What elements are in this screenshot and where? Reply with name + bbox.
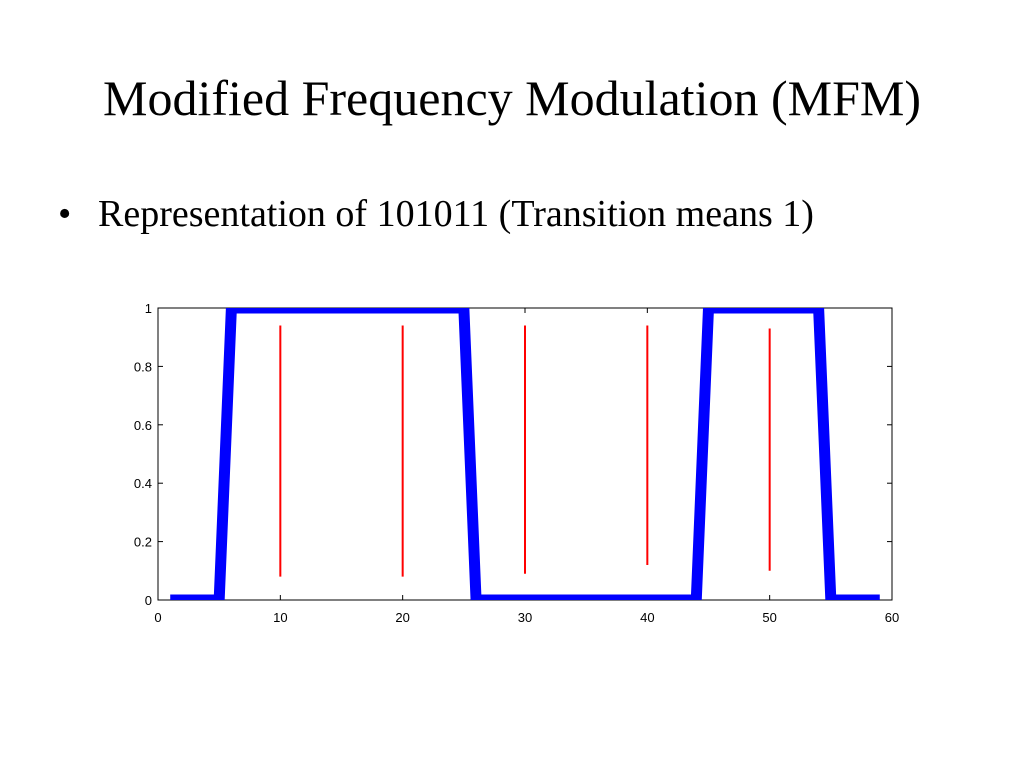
x-tick-label: 20 xyxy=(395,610,409,625)
bullet-dot-icon: • xyxy=(58,193,72,235)
x-tick-label: 40 xyxy=(640,610,654,625)
y-tick-label: 0.2 xyxy=(134,535,152,550)
x-tick-label: 50 xyxy=(762,610,776,625)
bullet-item: • Representation of 101011 (Transition me… xyxy=(58,190,814,238)
x-tick-label: 30 xyxy=(518,610,532,625)
y-tick-label: 0 xyxy=(145,593,152,608)
transition-markers xyxy=(279,325,771,577)
bullet-text: Representation of 101011 (Transition mea… xyxy=(98,193,814,235)
tick-labels: 0 10 20 30 40 50 60 0 0.2 0.4 0.6 0.8 1 xyxy=(134,301,899,625)
y-tick-label: 0.8 xyxy=(134,359,152,374)
signal-series xyxy=(170,308,880,600)
slide-title: Modified Frequency Modulation (MFM) xyxy=(103,70,921,126)
y-tick-label: 0.4 xyxy=(134,476,152,491)
y-tick-label: 1 xyxy=(145,301,152,316)
x-tick-label: 60 xyxy=(885,610,899,625)
signal-line xyxy=(170,308,880,600)
y-tick-label: 0.6 xyxy=(134,418,152,433)
bullet-list: • Representation of 101011 (Transition me… xyxy=(58,190,814,238)
x-tick-label: 10 xyxy=(273,610,287,625)
x-tick-label: 0 xyxy=(154,610,161,625)
